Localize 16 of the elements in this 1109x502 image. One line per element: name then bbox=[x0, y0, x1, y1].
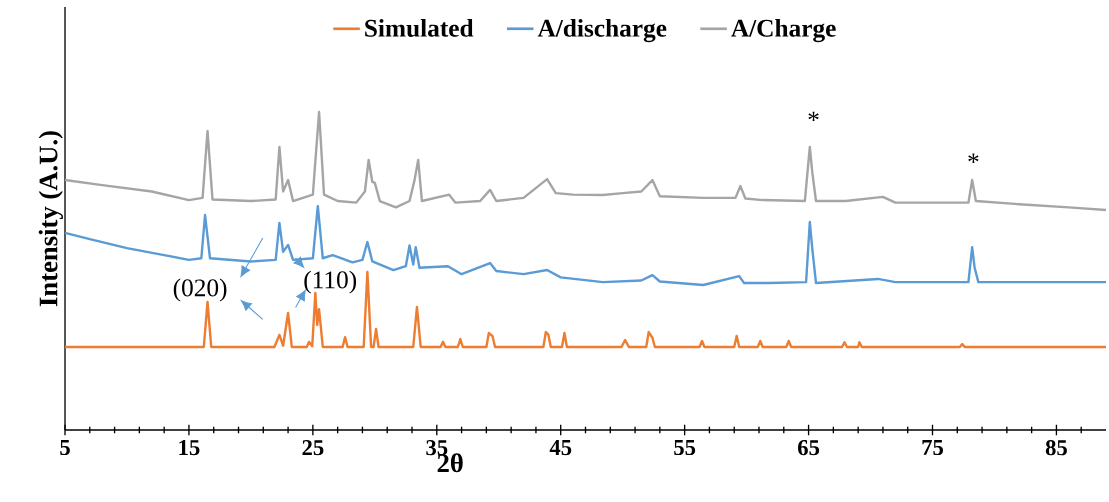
x-tick-label: 65 bbox=[798, 440, 820, 456]
x-tick-label: 15 bbox=[179, 440, 200, 456]
legend-label: Simulated bbox=[365, 19, 474, 37]
y-axis-title: Intensity (A.U.) bbox=[38, 131, 63, 307]
x-tick-label: 45 bbox=[549, 440, 572, 456]
annotation: (020) bbox=[173, 278, 227, 302]
x-tick-label: 55 bbox=[674, 440, 696, 456]
legend-label: A/discharge bbox=[537, 19, 667, 43]
legend-label: A/Charge bbox=[731, 19, 836, 43]
annotation: * bbox=[808, 111, 819, 121]
x-tick-label: 75 bbox=[922, 440, 943, 456]
x-tick-label: 85 bbox=[1045, 440, 1067, 456]
annotation: (110) bbox=[304, 270, 357, 294]
annotation: * bbox=[968, 153, 979, 163]
x-tick-label: 25 bbox=[302, 440, 324, 456]
x-tick-label: 5 bbox=[60, 440, 70, 456]
